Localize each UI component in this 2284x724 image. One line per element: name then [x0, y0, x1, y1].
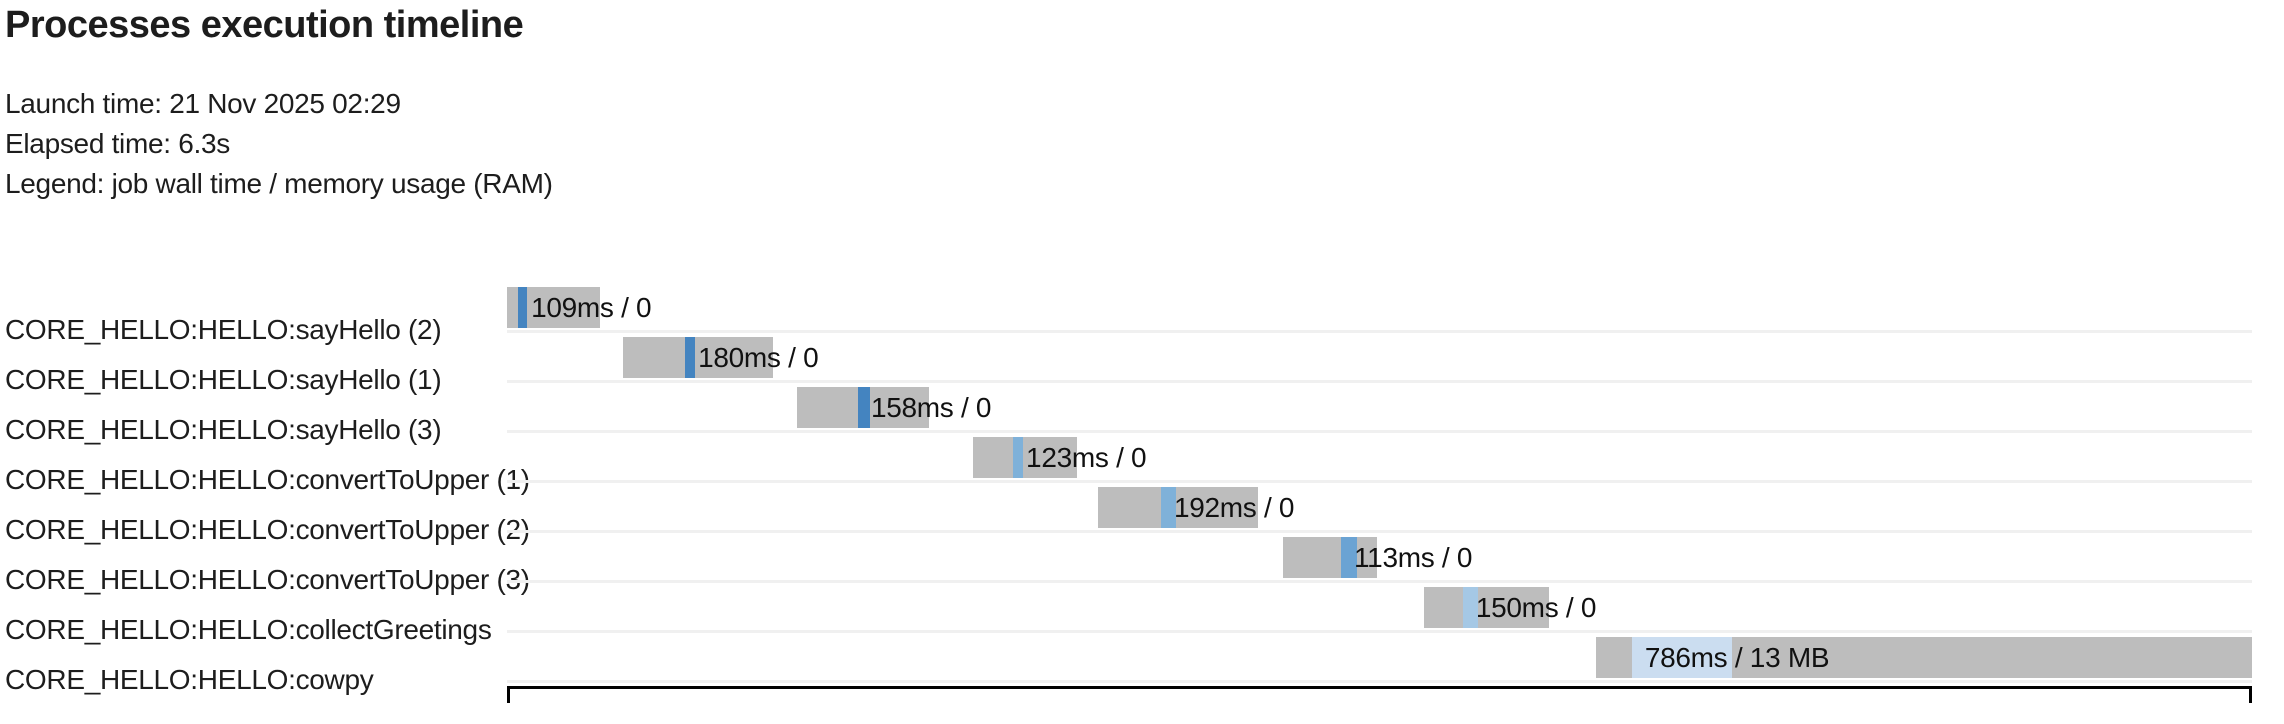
- process-label: CORE_HELLO:HELLO:sayHello (1): [5, 364, 442, 395]
- process-label: CORE_HELLO:HELLO:cowpy: [5, 664, 374, 695]
- job-stats-label: 158ms / 0: [870, 392, 992, 423]
- process-label: CORE_HELLO:HELLO:sayHello (3): [5, 414, 442, 445]
- process-label: CORE_HELLO:HELLO:convertToUpper (1): [5, 464, 530, 495]
- launch-time-text: Launch time: 21 Nov 2025 02:29: [5, 88, 401, 119]
- job-bar: [1282, 537, 1377, 578]
- job-run-segment: [1631, 637, 1732, 678]
- job-stats-label: 113ms / 0: [1353, 542, 1473, 573]
- x-axis-line: [507, 686, 2252, 703]
- report-meta: Launch time: 21 Nov 2025 02:29 Elapsed t…: [5, 84, 553, 204]
- job-bar: [972, 437, 1078, 478]
- job-stats-label: 786ms / 13 MB: [1644, 642, 1830, 673]
- row-gridline: [507, 580, 2252, 583]
- job-run-segment: [1462, 587, 1478, 628]
- row-gridline: [507, 330, 2252, 333]
- row-gridline: [507, 480, 2252, 483]
- job-stats-label: 150ms / 0: [1475, 592, 1597, 623]
- job-bar: [623, 337, 773, 378]
- job-run-segment: [518, 287, 527, 328]
- job-stats-label: 192ms / 0: [1173, 492, 1295, 523]
- process-label: CORE_HELLO:HELLO:convertToUpper (2): [5, 514, 530, 545]
- process-label: CORE_HELLO:HELLO:collectGreetings: [5, 614, 492, 645]
- row-gridline: [507, 530, 2252, 533]
- job-run-segment: [1340, 537, 1357, 578]
- row-gridline: [507, 380, 2252, 383]
- elapsed-time-text: Elapsed time: 6.3s: [5, 128, 230, 159]
- page-title: Processes execution timeline: [5, 4, 524, 46]
- process-label: CORE_HELLO:HELLO:convertToUpper (3): [5, 564, 530, 595]
- job-stats-label: 180ms / 0: [698, 342, 819, 373]
- job-run-segment: [1160, 487, 1176, 528]
- job-run-segment: [857, 387, 870, 428]
- job-stats-label: 123ms / 0: [1026, 442, 1147, 473]
- job-bar: [1424, 587, 1549, 628]
- legend-text: Legend: job wall time / memory usage (RA…: [5, 168, 553, 199]
- job-run-segment: [685, 337, 696, 378]
- row-gridline: [507, 680, 2252, 683]
- row-gridline: [507, 430, 2252, 433]
- job-bar: [1098, 487, 1258, 528]
- job-stats-label: 109ms / 0: [531, 292, 652, 323]
- row-gridline: [507, 630, 2252, 633]
- process-label: CORE_HELLO:HELLO:sayHello (2): [5, 314, 442, 345]
- job-run-segment: [1013, 437, 1024, 478]
